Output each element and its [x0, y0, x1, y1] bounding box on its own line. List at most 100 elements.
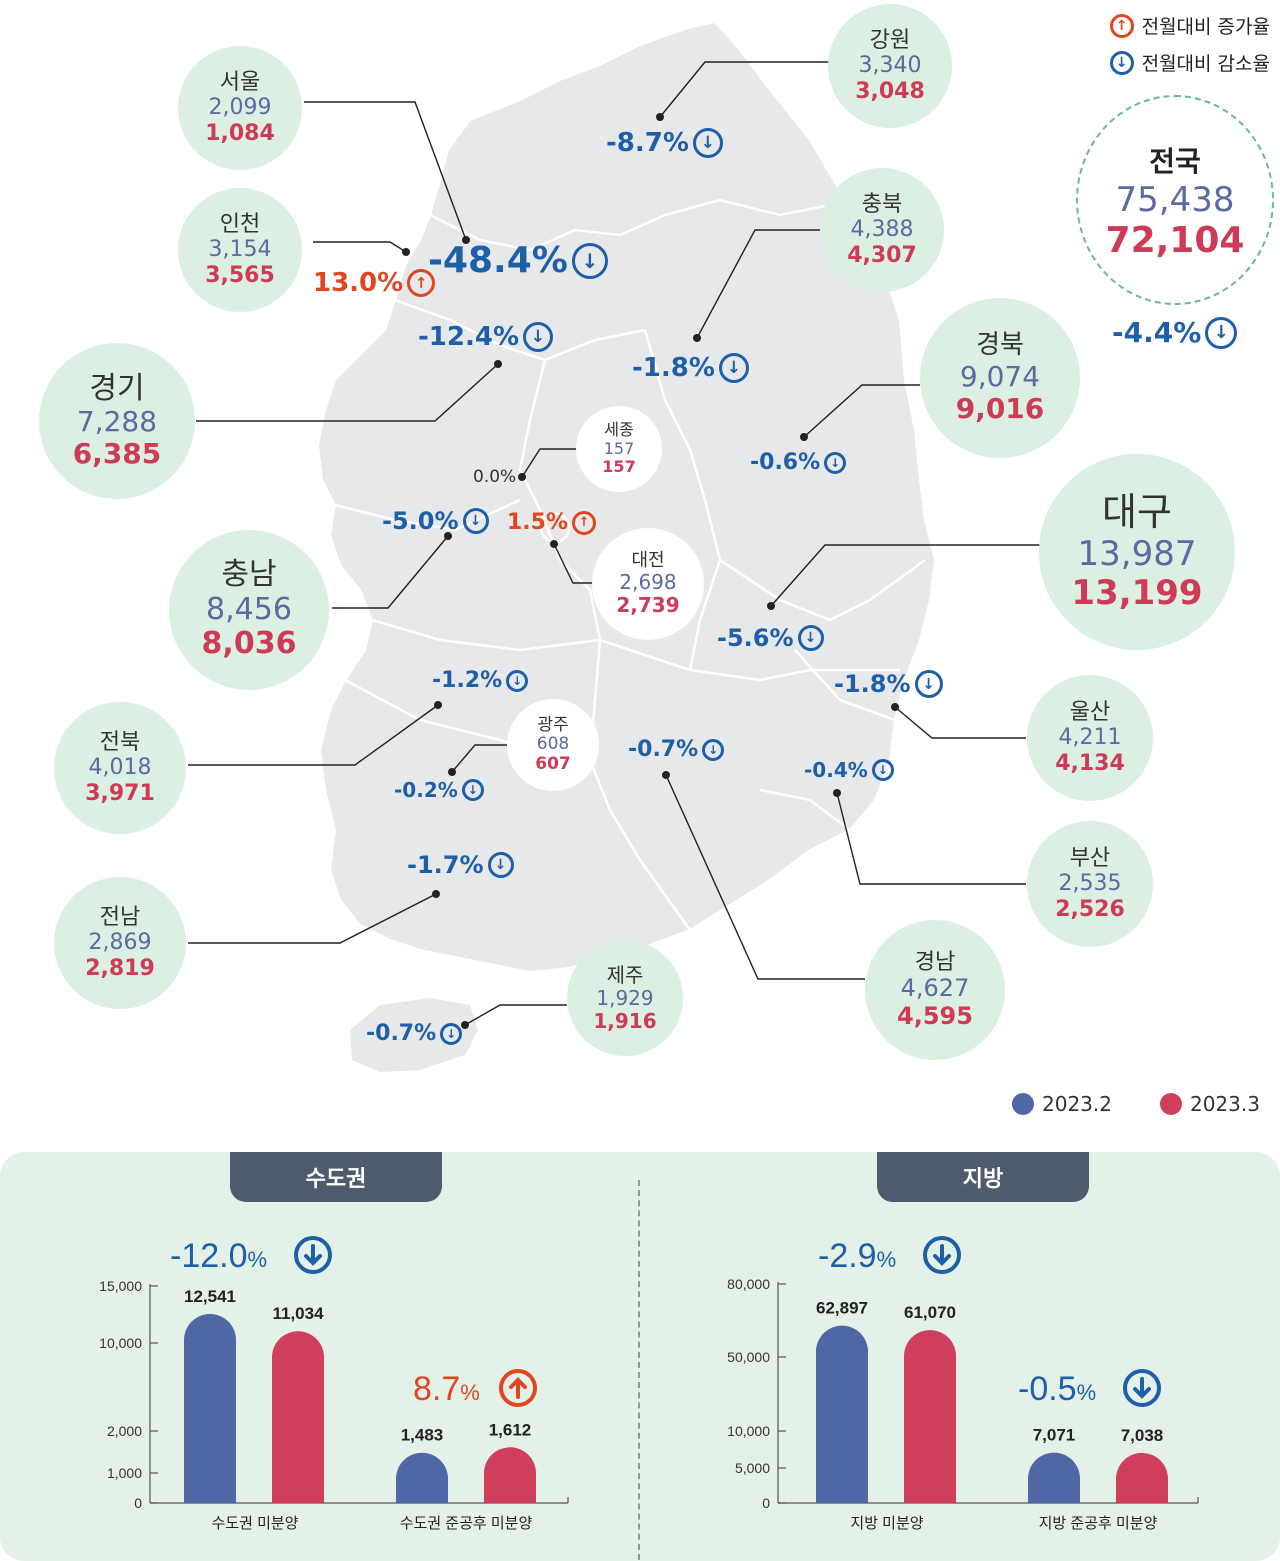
change-label: -1.8% ↓: [834, 670, 943, 698]
bar-value-label: 11,034: [272, 1304, 324, 1323]
series-mar-label: 2023.3: [1189, 1092, 1260, 1116]
series-legend: 2023.2 2023.3: [1012, 1092, 1260, 1116]
arrow-down-icon: ↓: [571, 242, 608, 279]
change-value: -12.4%: [418, 322, 519, 352]
change-label: 13.0% ↑: [313, 268, 436, 298]
national-mar: 72,104: [1105, 219, 1245, 261]
region-mar: 2,526: [1055, 896, 1125, 922]
bar: [272, 1331, 324, 1503]
region-mar: 2,739: [616, 593, 680, 618]
change-label: 1.5% ↑: [507, 510, 597, 535]
region-name: 전북: [99, 730, 141, 756]
region-mar: 8,036: [201, 626, 297, 662]
change-label: -8.7% ↓: [606, 128, 723, 158]
tab-local: 지방: [877, 1152, 1089, 1202]
y-tick-label: 50,000: [727, 1349, 770, 1365]
arrow-down-icon: ↓: [797, 625, 824, 651]
region-mar: 2,819: [85, 955, 155, 981]
change-number: -12.0: [170, 1237, 248, 1275]
region-name: 제주: [606, 962, 644, 987]
region-mar: 13,199: [1071, 572, 1203, 613]
arrow-down-icon: [1123, 1369, 1161, 1407]
y-tick-label: 1,000: [107, 1465, 142, 1481]
percent-sign: %: [877, 1247, 897, 1272]
change-label: -0.7% ↓: [366, 1021, 463, 1046]
region-bubble: 대구 13,987 13,199: [1039, 454, 1235, 650]
region-name: 서울: [219, 70, 261, 96]
change-label: -5.6% ↓: [717, 624, 824, 652]
change-number: 8.7: [413, 1370, 460, 1408]
arrow-glyph: [304, 1244, 322, 1266]
region-bubble: 대전 2,698 2,739: [592, 528, 704, 640]
region-feb: 1,929: [596, 985, 654, 1010]
bar: [1028, 1452, 1080, 1503]
mainland-shape: [316, 20, 937, 974]
change-value: -0.4%: [804, 758, 868, 782]
arrow-down-icon: ↓: [871, 759, 894, 781]
change-value: -5.0%: [382, 507, 459, 535]
change-number: -0.5: [1018, 1370, 1077, 1408]
arrow-glyph: [1133, 1377, 1151, 1399]
change-value: -48.4%: [428, 240, 568, 281]
change-value: -8.7%: [606, 128, 689, 158]
category-label: 수도권 준공후 미분양: [400, 1515, 533, 1532]
series-feb-label: 2023.2: [1042, 1092, 1112, 1116]
region-name: 세종: [604, 420, 634, 440]
bar-value-label: 7,038: [1121, 1426, 1164, 1445]
region-bubble: 광주 608 607: [507, 699, 599, 791]
region-bubble: 제주 1,929 1,916: [567, 940, 683, 1056]
bar-value-label: 62,897: [816, 1299, 868, 1318]
percent-sign: %: [248, 1247, 268, 1272]
national-change: -4.4% ↓: [1112, 316, 1238, 349]
change-value: 1.5%: [507, 510, 569, 535]
region-name: 대전: [631, 549, 665, 571]
change-label: -1.2% ↓: [432, 668, 529, 693]
tab-capital: 수도권: [230, 1152, 442, 1202]
bar: [1116, 1452, 1168, 1503]
region-bubble: 경남 4,627 4,595: [865, 920, 1005, 1060]
legend-increase: ↑ 전월대비 증가율: [1109, 12, 1270, 39]
category-label: 지방 미분양: [850, 1515, 923, 1532]
arrow-down-icon: ↓: [692, 128, 723, 158]
region-name: 강원: [869, 28, 911, 54]
region-name: 부산: [1069, 846, 1111, 872]
region-feb: 4,018: [88, 755, 152, 781]
region-bubble: 인천 3,154 3,565: [178, 188, 302, 312]
national-feb: 75,438: [1115, 179, 1235, 220]
legend-increase-label: 전월대비 증가율: [1141, 16, 1270, 38]
arrow-glyph: [933, 1244, 951, 1266]
region-mar: 3,048: [855, 78, 925, 104]
region-bubble: 서울 2,099 1,084: [178, 46, 302, 170]
region-mar: 9,016: [955, 391, 1045, 425]
change-value: -0.7%: [366, 1021, 437, 1046]
region-name: 경북: [976, 329, 1024, 360]
change-label: -48.4% ↓: [428, 240, 608, 281]
region-mar: 4,595: [897, 1001, 973, 1030]
change-label: 0.0%: [473, 467, 516, 487]
region-feb: 8,456: [206, 591, 292, 627]
change-legend: ↑ 전월대비 증가율 ↓ 전월대비 감소율: [1109, 12, 1270, 86]
region-bubble: 부산 2,535 2,526: [1027, 821, 1153, 947]
region-bubble: 세종 157 157: [576, 406, 662, 492]
region-bubble: 강원 3,340 3,048: [828, 4, 952, 128]
korea-map: [188, 20, 1040, 1072]
bar: [904, 1330, 956, 1503]
change-value: -1.2%: [432, 668, 503, 693]
region-feb: 608: [536, 734, 570, 755]
bar-value-label: 61,070: [904, 1303, 956, 1322]
region-name: 전남: [99, 905, 141, 931]
change-label: -0.4% ↓: [804, 758, 894, 782]
change-label: -2.9%: [818, 1237, 896, 1275]
region-name: 광주: [537, 714, 569, 735]
region-feb: 4,627: [900, 974, 970, 1003]
region-name: 충남: [221, 557, 277, 593]
bar: [396, 1452, 448, 1503]
change-label: -1.8% ↓: [632, 353, 749, 383]
leader-lines: [188, 61, 1040, 1026]
arrow-down-icon: ↓: [461, 779, 484, 801]
change-label: -12.4% ↓: [418, 322, 553, 352]
y-tick-label: 0: [762, 1495, 770, 1511]
arrow-down-icon: ↓: [462, 508, 489, 534]
bar: [816, 1325, 868, 1503]
region-bubble: 충남 8,456 8,036: [169, 530, 329, 690]
